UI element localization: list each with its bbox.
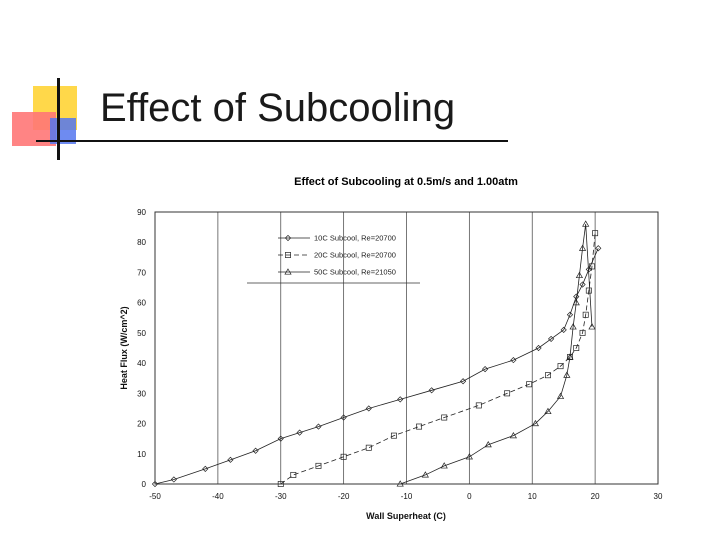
data-point bbox=[563, 371, 571, 378]
series-1 bbox=[151, 245, 602, 488]
data-point bbox=[588, 323, 596, 330]
plot-frame bbox=[154, 211, 659, 485]
data-point bbox=[459, 378, 467, 385]
data-point bbox=[589, 263, 595, 270]
data-point bbox=[566, 353, 574, 360]
data-point bbox=[572, 298, 580, 306]
y-tick-label: 0 bbox=[142, 480, 147, 489]
x-tick-label: 20 bbox=[591, 492, 600, 501]
data-point bbox=[573, 345, 580, 351]
data-point bbox=[397, 396, 404, 403]
data-point bbox=[440, 462, 448, 469]
data-point bbox=[592, 230, 599, 237]
data-point bbox=[484, 441, 492, 448]
data-point bbox=[284, 268, 292, 275]
y-tick-label: 30 bbox=[137, 389, 146, 398]
x-tick-label: -10 bbox=[401, 492, 413, 501]
data-point bbox=[277, 435, 284, 442]
series-line bbox=[400, 224, 593, 485]
data-point bbox=[557, 363, 564, 370]
data-point bbox=[535, 344, 542, 352]
y-tick-label: 60 bbox=[137, 299, 146, 308]
horizontal-rule-decoration bbox=[36, 140, 508, 142]
data-point bbox=[170, 476, 177, 483]
data-point bbox=[585, 287, 592, 294]
data-point bbox=[284, 234, 292, 242]
data-point bbox=[202, 465, 209, 472]
legend-entry: 20C Subcool, Re=20700 bbox=[314, 251, 396, 260]
data-point bbox=[441, 414, 448, 421]
data-point bbox=[252, 447, 259, 454]
data-point bbox=[545, 372, 551, 379]
data-point bbox=[340, 453, 347, 460]
data-point bbox=[481, 366, 489, 373]
data-point bbox=[365, 405, 372, 412]
data-point bbox=[290, 471, 297, 478]
y-tick-label: 10 bbox=[137, 450, 146, 459]
data-point bbox=[531, 419, 539, 427]
x-tick-label: -30 bbox=[275, 492, 287, 501]
data-point bbox=[578, 244, 587, 251]
legend: 10C Subcool, Re=20700 20C Subcool, Re=207… bbox=[247, 234, 420, 284]
data-point bbox=[575, 271, 584, 279]
data-point bbox=[315, 423, 322, 430]
x-tick-label: -20 bbox=[338, 492, 350, 501]
vertical-rule-decoration bbox=[57, 78, 60, 160]
series-3 bbox=[396, 220, 596, 487]
data-point bbox=[582, 220, 590, 227]
data-point bbox=[390, 432, 397, 439]
data-point bbox=[416, 423, 423, 430]
data-point bbox=[579, 281, 586, 288]
y-tick-label: 90 bbox=[137, 208, 146, 217]
data-point bbox=[340, 414, 347, 421]
legend-entry: 50C Subcool, Re=21050 bbox=[314, 268, 396, 277]
data-point bbox=[509, 431, 517, 439]
series-line bbox=[154, 248, 599, 485]
data-point bbox=[315, 462, 322, 469]
data-point bbox=[365, 444, 372, 451]
y-tick-label: 50 bbox=[137, 329, 146, 338]
data-point bbox=[510, 356, 517, 364]
x-tick-label: 0 bbox=[467, 492, 472, 501]
data-point bbox=[544, 407, 552, 415]
legend-entry: 10C Subcool, Re=20700 bbox=[314, 234, 396, 243]
y-tick-label: 20 bbox=[137, 420, 146, 429]
data-point bbox=[579, 329, 586, 336]
x-axis-label: Wall Superheat (C) bbox=[366, 511, 446, 521]
data-point bbox=[428, 387, 435, 394]
data-point bbox=[227, 456, 234, 463]
slide-title: Effect of Subcooling bbox=[100, 86, 456, 130]
x-tick-label: -50 bbox=[149, 492, 161, 501]
data-point bbox=[421, 471, 429, 478]
data-point bbox=[566, 311, 574, 318]
y-axis-label: Heat Flux (W/cm^2) bbox=[119, 306, 129, 389]
data-point bbox=[504, 390, 511, 397]
data-point bbox=[560, 326, 567, 333]
data-point bbox=[556, 392, 565, 399]
blue-square-decoration bbox=[50, 118, 76, 144]
data-point bbox=[296, 429, 303, 436]
y-tick-label: 40 bbox=[137, 359, 146, 368]
y-tick-label: 70 bbox=[137, 268, 146, 277]
data-point bbox=[548, 335, 555, 343]
data-point bbox=[595, 245, 602, 252]
x-tick-label: 30 bbox=[654, 492, 663, 501]
data-point bbox=[285, 252, 291, 258]
y-tick-label: 80 bbox=[137, 238, 146, 247]
series-line bbox=[280, 233, 596, 485]
chart-title: Effect of Subcooling at 0.5m/s and 1.00a… bbox=[294, 176, 518, 188]
data-point bbox=[569, 323, 577, 330]
data-point bbox=[151, 480, 159, 488]
data-point bbox=[465, 453, 473, 460]
data-point bbox=[582, 311, 589, 318]
x-tick-label: 10 bbox=[528, 492, 537, 501]
data-point bbox=[475, 402, 482, 409]
x-tick-label: -40 bbox=[212, 492, 224, 501]
data-point bbox=[526, 381, 533, 388]
